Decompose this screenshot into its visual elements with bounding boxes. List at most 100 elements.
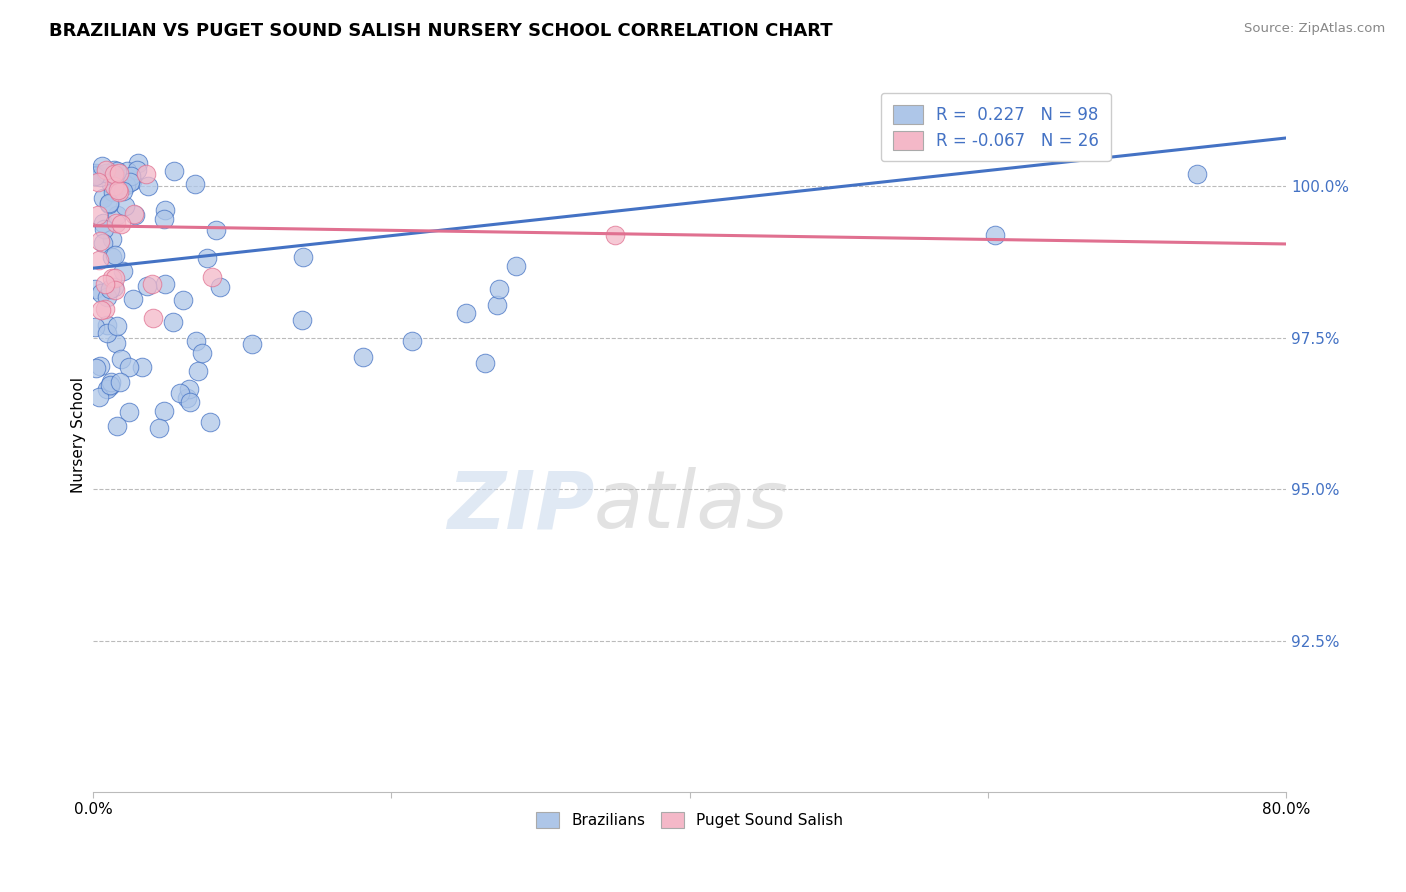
- Point: [89, 235, 111, 249]
- Point: [120, 169, 142, 183]
- Point: [103, 169, 125, 184]
- Text: ZIP: ZIP: [447, 467, 595, 545]
- Point: [104, 216, 127, 230]
- Text: atlas: atlas: [595, 467, 789, 545]
- Point: [112, 263, 135, 277]
- Point: [108, 185, 131, 199]
- Point: [103, 179, 125, 194]
- Point: [179, 382, 201, 396]
- Point: [91, 216, 114, 230]
- Point: [105, 208, 128, 222]
- Point: [110, 352, 132, 367]
- Point: [474, 356, 496, 370]
- Point: [485, 298, 508, 312]
- Point: [104, 248, 127, 262]
- Point: [103, 163, 125, 178]
- Point: [131, 360, 153, 375]
- Point: [135, 167, 157, 181]
- Point: [90, 302, 112, 317]
- Point: [101, 185, 124, 199]
- Point: [191, 345, 214, 359]
- Point: [153, 277, 176, 291]
- Point: [96, 326, 118, 340]
- Point: [91, 235, 114, 250]
- Point: [87, 390, 110, 404]
- Point: [107, 177, 129, 191]
- Point: [83, 169, 105, 183]
- Point: [176, 391, 198, 405]
- Point: [84, 168, 107, 182]
- Point: [141, 277, 163, 291]
- Point: [127, 156, 149, 170]
- Point: [290, 313, 312, 327]
- Point: [104, 283, 127, 297]
- Point: [292, 250, 315, 264]
- Point: [118, 175, 141, 189]
- Point: [110, 375, 132, 389]
- Point: [90, 285, 112, 300]
- Point: [153, 211, 176, 226]
- Point: [118, 360, 141, 375]
- Point: [142, 310, 165, 325]
- Point: [184, 334, 207, 348]
- Point: [124, 208, 146, 222]
- Point: [104, 180, 127, 194]
- Point: [87, 253, 110, 268]
- Point: [84, 361, 107, 376]
- Text: Source: ZipAtlas.com: Source: ZipAtlas.com: [1244, 22, 1385, 36]
- Point: [98, 378, 121, 392]
- Point: [148, 421, 170, 435]
- Point: [984, 227, 1007, 242]
- Point: [100, 375, 122, 389]
- Point: [105, 163, 128, 178]
- Point: [209, 280, 232, 294]
- Point: [169, 385, 191, 400]
- Point: [121, 174, 143, 188]
- Point: [100, 379, 122, 393]
- Point: [125, 163, 148, 178]
- Point: [89, 169, 111, 184]
- Point: [86, 208, 108, 222]
- Point: [94, 277, 117, 291]
- Point: [91, 191, 114, 205]
- Text: BRAZILIAN VS PUGET SOUND SALISH NURSERY SCHOOL CORRELATION CHART: BRAZILIAN VS PUGET SOUND SALISH NURSERY …: [49, 22, 832, 40]
- Point: [93, 222, 115, 236]
- Point: [153, 203, 176, 218]
- Point: [98, 195, 121, 210]
- Point: [86, 168, 108, 182]
- Y-axis label: Nursery School: Nursery School: [72, 376, 86, 492]
- Point: [94, 302, 117, 317]
- Point: [101, 232, 124, 246]
- Point: [198, 415, 221, 429]
- Point: [96, 290, 118, 304]
- Point: [603, 227, 626, 242]
- Point: [401, 334, 423, 348]
- Point: [100, 250, 122, 264]
- Point: [1185, 167, 1208, 181]
- Point: [96, 318, 118, 333]
- Point: [105, 419, 128, 434]
- Point: [87, 175, 110, 189]
- Point: [105, 335, 128, 350]
- Point: [195, 252, 218, 266]
- Point: [108, 166, 131, 180]
- Point: [138, 179, 160, 194]
- Point: [84, 282, 107, 296]
- Point: [104, 168, 127, 182]
- Point: [105, 319, 128, 334]
- Point: [115, 178, 138, 193]
- Point: [201, 270, 224, 285]
- Point: [100, 178, 122, 192]
- Point: [172, 293, 194, 308]
- Point: [183, 177, 205, 191]
- Point: [114, 199, 136, 213]
- Point: [115, 164, 138, 178]
- Point: [107, 184, 129, 198]
- Point: [110, 218, 132, 232]
- Point: [100, 271, 122, 285]
- Point: [89, 359, 111, 373]
- Point: [454, 306, 477, 320]
- Point: [488, 282, 510, 296]
- Point: [152, 403, 174, 417]
- Point: [83, 320, 105, 334]
